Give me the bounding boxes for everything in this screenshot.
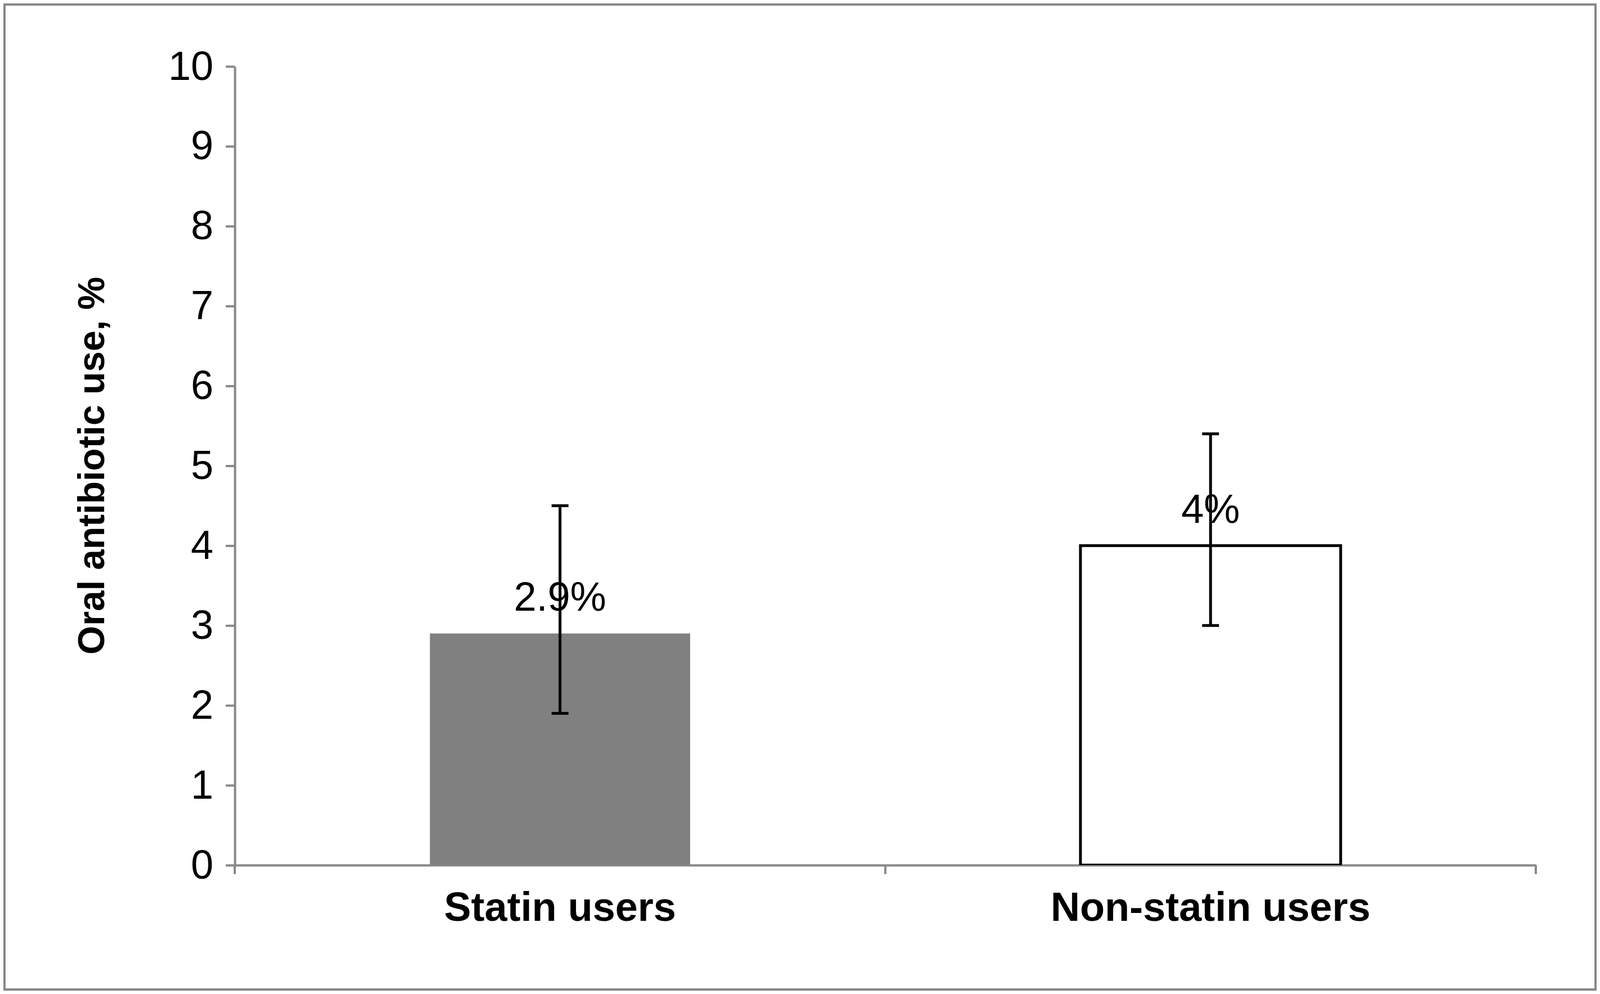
y-tick-mark — [225, 465, 235, 468]
category-divider — [1534, 865, 1537, 875]
y-tick: 6 — [190, 362, 235, 408]
y-tick-label: 4 — [190, 522, 214, 568]
y-tick: 5 — [190, 442, 235, 488]
y-tick-mark — [225, 385, 235, 388]
y-axis: 0 1 2 3 4 5 6 7 8 9 10 — [168, 43, 236, 888]
y-tick-mark — [225, 225, 235, 228]
y-tick-mark — [225, 544, 235, 548]
y-tick-label: 1 — [190, 762, 214, 808]
error-bar-cap-low — [551, 712, 569, 715]
x-axis: Statin users Non-statin users — [234, 865, 1537, 930]
category-divider — [233, 865, 236, 875]
y-tick-label: 7 — [190, 282, 214, 328]
x-dividers — [234, 865, 1536, 875]
x-tick: Non-statin users — [1050, 865, 1371, 930]
y-tick-label: 9 — [190, 122, 214, 168]
data-label: 4% — [1181, 486, 1240, 532]
data-labels: 2.9% 4% — [514, 486, 1241, 620]
y-tick: 8 — [190, 202, 235, 248]
x-tick-label: Non-statin users — [1050, 884, 1371, 930]
plot: 0 1 2 3 4 5 6 7 8 9 10 Statin users Non-statin users… — [168, 43, 1537, 931]
y-tick-mark — [225, 624, 235, 628]
y-tick-label: 6 — [190, 362, 214, 408]
x-tick-label: Statin users — [444, 884, 677, 930]
y-tick-mark — [225, 864, 235, 867]
y-tick-mark — [225, 784, 235, 788]
error-bar-cap-high — [551, 504, 569, 508]
y-tick-label: 8 — [190, 202, 214, 248]
x-tick: Statin users — [444, 865, 677, 930]
y-tick: 10 — [168, 43, 235, 89]
y-tick-label: 3 — [190, 602, 214, 648]
data-label: 2.9% — [514, 574, 607, 620]
category-divider — [884, 865, 887, 875]
y-tick: 4 — [190, 522, 235, 568]
chart: 0 1 2 3 4 5 6 7 8 9 10 Statin users Non-statin users… — [0, 0, 1600, 994]
y-tick-label: 0 — [190, 842, 214, 888]
y-tick: 3 — [190, 602, 235, 648]
chart-frame — [4, 4, 1596, 990]
y-tick: 9 — [190, 122, 235, 168]
y-tick-mark — [225, 145, 235, 148]
y-axis-title: Oral antibiotic use, % — [70, 276, 113, 655]
y-tick: 0 — [190, 842, 235, 888]
y-tick-label: 2 — [190, 682, 214, 728]
y-tick-mark — [225, 704, 235, 708]
error-bar-cap-high — [1201, 432, 1219, 436]
y-tick-mark — [225, 305, 235, 308]
y-tick-mark — [225, 65, 235, 69]
y-tick-label: 10 — [168, 43, 214, 89]
y-tick: 2 — [190, 682, 235, 728]
y-tick-label: 5 — [190, 442, 214, 488]
marks — [430, 434, 1342, 866]
y-tick: 7 — [190, 282, 235, 328]
error-bar-cap-low — [1201, 624, 1219, 628]
y-tick: 1 — [190, 762, 235, 808]
